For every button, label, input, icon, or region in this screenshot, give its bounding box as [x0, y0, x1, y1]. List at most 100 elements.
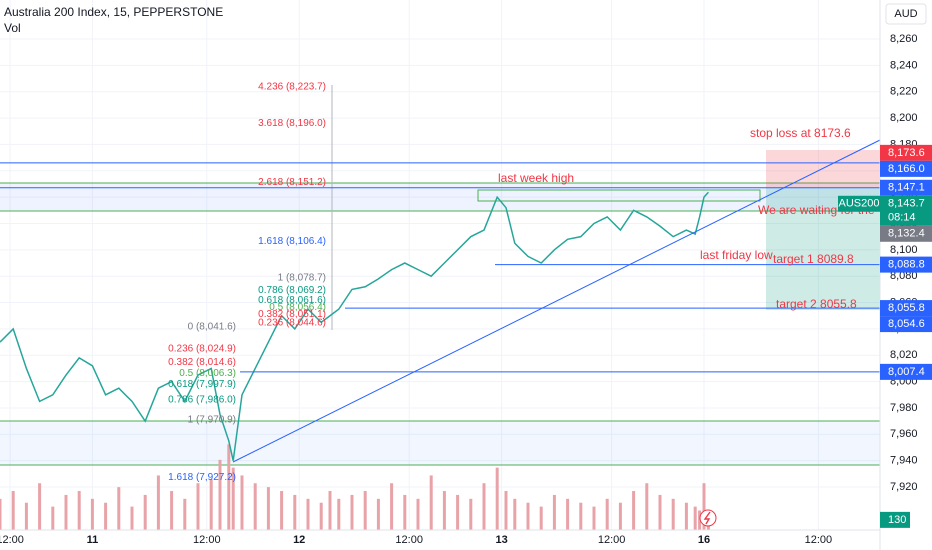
price-tag-label: 8,007.4	[888, 366, 925, 378]
volume-bar	[618, 502, 622, 530]
volume-bar	[143, 494, 147, 530]
volume-bar	[209, 479, 213, 530]
volume-bar	[293, 494, 297, 530]
symbol-tag-label: AUS200	[839, 198, 880, 210]
price-axis	[880, 0, 932, 550]
y-tick-label: 8,260	[890, 33, 918, 45]
chart-title: Australia 200 Index, 15, PEPPERSTONE	[4, 5, 223, 19]
volume-bar	[64, 494, 68, 530]
volume-bar	[156, 475, 160, 530]
volume-bar	[196, 483, 200, 530]
annotation: last friday low	[700, 248, 773, 262]
volume-bar	[38, 483, 42, 530]
y-tick-label: 8,020	[890, 349, 918, 361]
week-high-box	[477, 189, 761, 202]
volume-bar	[390, 483, 394, 530]
volume-bar	[376, 498, 380, 530]
x-tick-label: 13	[495, 534, 507, 546]
volume-tag-label: 130	[888, 514, 906, 526]
volume-bar	[645, 483, 649, 530]
price-tag	[880, 225, 932, 242]
y-tick-label: 7,940	[890, 455, 918, 467]
volume-bar	[240, 475, 244, 530]
y-tick-label: 7,920	[890, 481, 918, 493]
volume-bar	[442, 491, 446, 530]
x-tick-label: 12	[293, 534, 305, 546]
annotation: last week high	[498, 171, 574, 185]
price-tag	[880, 363, 932, 380]
y-tick-label: 7,980	[890, 402, 918, 414]
volume-bar	[693, 506, 697, 530]
fib-label: 0.5 (8,006.3)	[179, 368, 236, 379]
volume-bar	[117, 487, 121, 530]
marks-group: 4.236 (8,223.7) 3.618 (8,196.0) 2.618 (8,1…	[0, 81, 880, 530]
volume-bar	[280, 491, 284, 530]
fib-label: 4.236 (8,223.7)	[258, 81, 326, 92]
price-tag-label: 8,143.7	[888, 198, 925, 210]
price-tag	[880, 316, 932, 333]
volume-bar	[218, 459, 222, 530]
alert-icon[interactable]	[699, 509, 717, 527]
volume-bar	[306, 498, 310, 530]
price-tag	[880, 256, 932, 273]
volume-bar	[0, 498, 2, 530]
volume-bar	[170, 491, 174, 530]
volume-bar	[337, 498, 341, 530]
x-tick-label: 12:00	[0, 534, 24, 546]
volume-bar	[698, 510, 702, 530]
volume-bar	[253, 483, 257, 530]
volume-bar	[11, 491, 15, 530]
fib-label: 0.236 (8,044.6)	[258, 317, 326, 328]
volume-bar	[328, 491, 332, 530]
volume-bar	[579, 502, 583, 530]
volume-bar	[632, 491, 636, 530]
volume-bar	[495, 467, 499, 530]
volume-label: Vol	[4, 21, 21, 35]
volume-bar	[469, 498, 473, 530]
fib-label: 0.236 (8,024.9)	[168, 343, 236, 354]
y-tick-label: 8,240	[890, 59, 918, 71]
volume-bar	[104, 502, 108, 530]
price-tag-label: 8,132.4	[888, 228, 925, 240]
fib-label: 0.5 (8,056.4)	[269, 302, 326, 313]
volume-bar	[526, 502, 530, 530]
price-tag-label: 8,088.8	[888, 259, 925, 271]
stop-zone	[766, 150, 880, 188]
fib-label: 3.618 (8,196.0)	[258, 118, 326, 129]
y-tick-label: 8,100	[890, 244, 918, 256]
fib-label: 0.786 (7,986.0)	[168, 395, 236, 406]
price-tag	[880, 179, 932, 196]
x-tick-label: 12:00	[805, 534, 833, 546]
volume-bar	[227, 444, 231, 530]
price-tag-label: 8,147.1	[888, 182, 925, 194]
volume-bar	[183, 498, 187, 530]
volume-bar	[539, 506, 543, 530]
x-tick-label: 12:00	[395, 534, 423, 546]
volume-bar	[552, 494, 556, 530]
volume-bar	[456, 494, 460, 530]
grid-group	[0, 0, 880, 530]
axis-group: 7,9207,9407,9607,9808,0008,0208,0408,060…	[0, 33, 932, 546]
volume-bar	[350, 494, 354, 530]
price-tag-label: 8,166.0	[888, 163, 925, 175]
volume-tag	[880, 511, 910, 528]
fib-label: 0.618 (7,997.9)	[168, 379, 236, 390]
volume-bar	[429, 475, 433, 530]
volume-bar	[363, 491, 367, 530]
currency-box[interactable]	[885, 3, 927, 25]
fib-label: 1 (7,970.9)	[188, 415, 236, 426]
volume-bar	[482, 483, 486, 530]
volume-bar	[504, 491, 508, 530]
price-tag	[880, 160, 932, 177]
volume-bar	[566, 498, 570, 530]
volume-bar	[513, 498, 517, 530]
trend-line	[232, 139, 881, 463]
annotation: target 2 8055.8	[776, 297, 857, 311]
volume-bar	[130, 506, 134, 530]
symbol-tag	[838, 195, 880, 212]
fib-label: 0.618 (8,061.6)	[258, 295, 326, 306]
volume-bar	[684, 502, 688, 530]
y-tick-label: 8,220	[890, 86, 918, 98]
volume-bar	[592, 506, 596, 530]
